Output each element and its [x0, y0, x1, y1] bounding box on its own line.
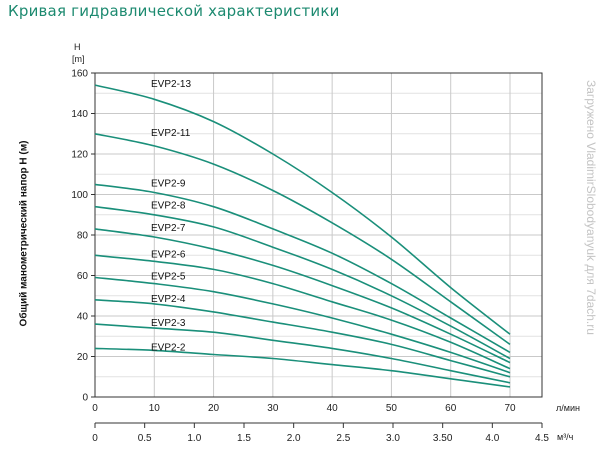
- series-line-evp2-11: [94, 133, 511, 346]
- y-tick-labels: 0 20 40 60 80 100 120 140 160: [71, 69, 95, 404]
- series-line-evp2-4: [94, 299, 511, 378]
- series-label: EVP2-5: [151, 272, 186, 283]
- x2-tick-label: 0.5: [138, 433, 152, 444]
- series-line-evp2-6: [94, 254, 511, 370]
- x2-tick-label: 3.0: [386, 433, 400, 444]
- series-lines: [94, 84, 511, 388]
- x-tick-label: 30: [267, 403, 279, 414]
- x2-tick-label: 2.5: [336, 433, 350, 444]
- series-line-evp2-13: [94, 84, 511, 335]
- x2-tick-label: 4.5: [535, 433, 549, 444]
- x-tick-label: 0: [92, 403, 98, 414]
- series-label: EVP2-9: [151, 178, 186, 189]
- x2-tick-label: 4.0: [485, 433, 499, 444]
- chart-title: Кривая гидравлической характеристики: [8, 2, 340, 20]
- x-tick-labels: 0 10 20 30 40 50 60 70: [92, 403, 516, 414]
- x-tick-label: 50: [386, 403, 398, 414]
- series-label: EVP2-6: [151, 249, 186, 260]
- x2-tick-labels: 0 0.5 1.0 1.5 2.0 2.5 3.0 3.50 4.0 4.5: [92, 423, 549, 444]
- x-tick-label: 20: [208, 403, 220, 414]
- x2-tick-label: 0: [92, 433, 98, 444]
- y-tick-label: 20: [77, 352, 89, 363]
- y-tick-label: 60: [77, 271, 89, 282]
- y-tick-label: 160: [71, 69, 88, 80]
- x2-tick-label: 1.0: [187, 433, 201, 444]
- series-label: EVP2-8: [151, 201, 186, 212]
- y-tick-label: 140: [71, 109, 88, 120]
- series-label: EVP2-7: [151, 223, 186, 234]
- x-tick-label: 60: [445, 403, 457, 414]
- x2-tick-label: 3.50: [433, 433, 453, 444]
- y-tick-label: 100: [71, 190, 88, 201]
- series-label: EVP2-13: [151, 79, 191, 90]
- x2-tick-label: 1.5: [237, 433, 251, 444]
- series-labels: EVP2-13 EVP2-11 EVP2-9 EVP2-8 EVP2-7 EVP2-6 EV…: [151, 79, 191, 353]
- series-label: EVP2-3: [151, 318, 186, 329]
- series-line-evp2-5: [94, 276, 511, 374]
- series-label: EVP2-4: [151, 294, 186, 305]
- y-tick-label: 0: [82, 393, 88, 404]
- y-unit-bracket-label: [m]: [72, 54, 85, 64]
- y-unit-label: H: [74, 42, 81, 52]
- series-label: EVP2-11: [151, 128, 191, 139]
- series-line-evp2-9: [94, 183, 511, 354]
- y-tick-label: 40: [77, 312, 89, 323]
- x-axis-unit-lmin: л/мин: [556, 403, 580, 413]
- x2-tick-label: 2.0: [287, 433, 301, 444]
- x-tick-label: 10: [149, 403, 161, 414]
- x-tick-label: 40: [327, 403, 339, 414]
- x-tick-label: 70: [504, 403, 516, 414]
- series-label: EVP2-2: [151, 342, 186, 353]
- series-line-evp2-2: [94, 347, 511, 388]
- series-line-evp2-8: [94, 205, 511, 360]
- y-tick-label: 80: [77, 231, 89, 242]
- series-line-evp2-7: [94, 228, 511, 364]
- series-line-evp2-3: [94, 323, 511, 384]
- y-tick-label: 120: [71, 150, 88, 161]
- x-axis-unit-m3h: м³/ч: [557, 432, 574, 442]
